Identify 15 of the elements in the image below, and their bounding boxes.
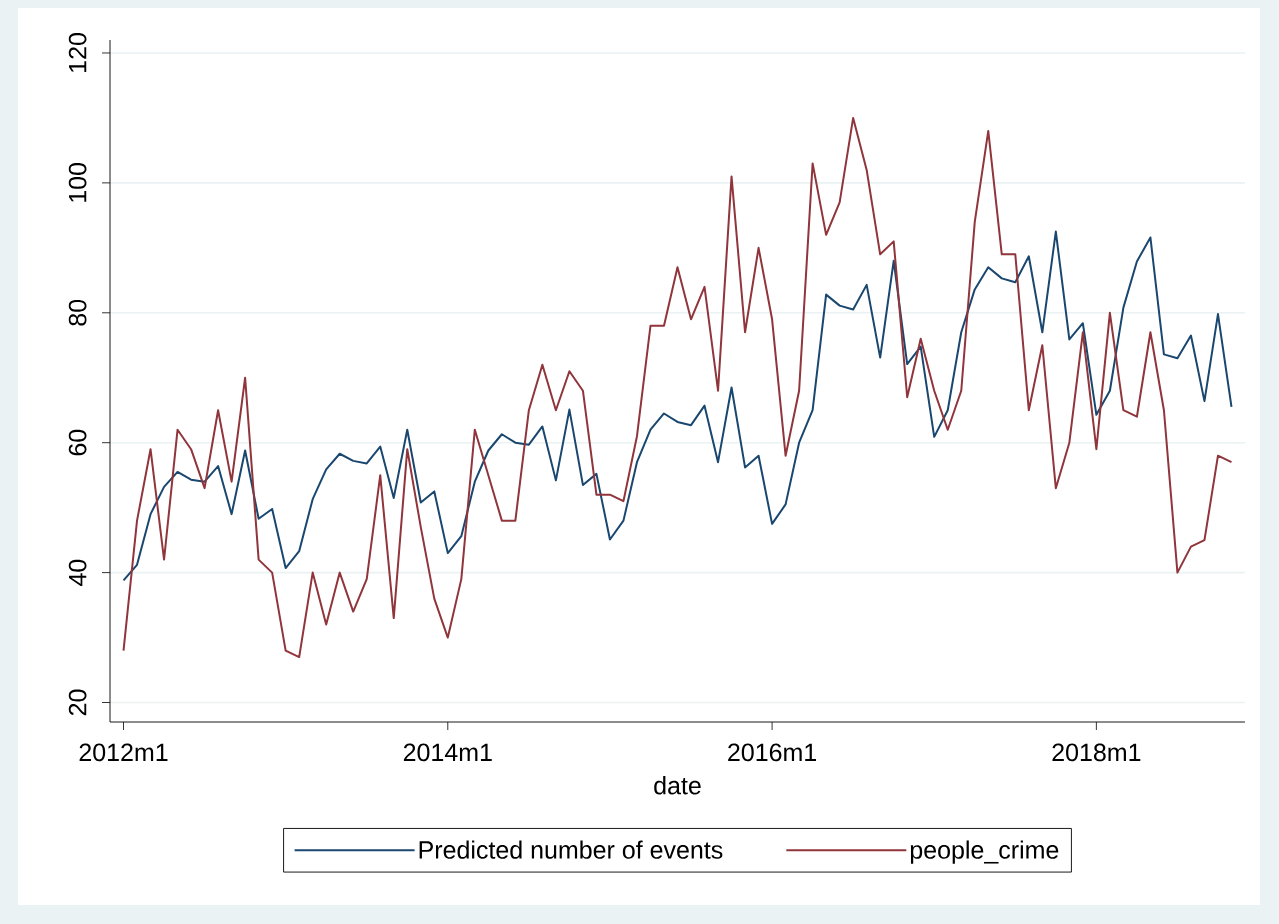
line-series — [122, 116, 1233, 659]
y-tick-label: 80 — [68, 299, 87, 326]
y-tick-label: 20 — [68, 689, 87, 716]
x-axis-title: date — [654, 776, 701, 795]
line-series — [122, 230, 1233, 582]
y-tick-label: 40 — [68, 559, 87, 586]
y-tick-label: 60 — [68, 429, 87, 456]
y-tick-label: 100 — [68, 163, 87, 202]
y-tick-label: 120 — [68, 33, 87, 72]
x-tick-label: 2014m1 — [403, 743, 492, 762]
x-tick-label: 2016m1 — [728, 743, 817, 762]
legend-label: people_crime — [910, 840, 1059, 864]
x-tick-label: 2012m1 — [79, 743, 168, 762]
legend-label: Predicted number of events — [419, 840, 723, 859]
x-tick-label: 2018m1 — [1052, 743, 1141, 762]
